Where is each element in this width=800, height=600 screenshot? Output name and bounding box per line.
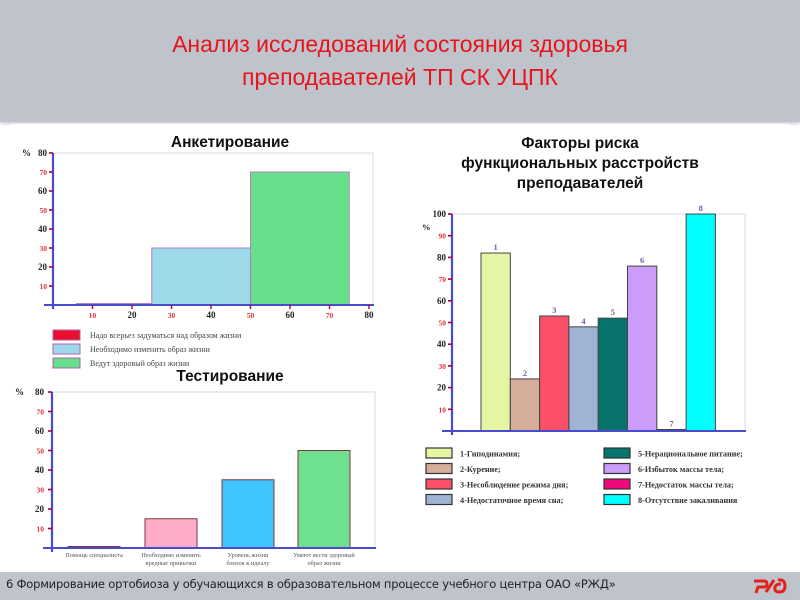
svg-text:3-Несоблюдение режима дня;: 3-Несоблюдение режима дня;: [460, 481, 569, 490]
svg-text:20: 20: [38, 262, 48, 272]
risk-legend: 1-Гиподинамия; 2-Курение; 3-Несоблюдение р…: [425, 447, 743, 506]
svg-text:70: 70: [326, 311, 334, 320]
svg-text:60: 60: [38, 186, 48, 196]
svg-text:60: 60: [286, 310, 296, 320]
svg-text:100: 100: [433, 209, 447, 219]
svg-text:%: %: [15, 387, 24, 397]
svg-text:50: 50: [40, 206, 48, 215]
svg-text:4-Недостаточное время сна;: 4-Недостаточное время сна;: [460, 496, 564, 505]
testing-chart-title: Тестирование: [176, 368, 284, 385]
svg-text:70: 70: [37, 408, 45, 417]
survey-plot: 10 20 30 40 50 60 70 80 10 20 30 40 50 60 70 80%: [22, 148, 374, 320]
testing-plot: Помощь специалиста Необходимо изменитьвре…: [15, 387, 376, 567]
svg-text:10: 10: [89, 311, 97, 320]
svg-text:50: 50: [439, 319, 447, 328]
svg-text:вредные привычки: вредные привычки: [146, 560, 197, 567]
svg-text:Надо всерьез задуматься над об: Надо всерьез задуматься над образом жизн…: [90, 331, 242, 340]
svg-text:1-Гиподинамия;: 1-Гиподинамия;: [460, 450, 520, 459]
survey-legend: Надо всерьез задуматься над образом жизн…: [52, 329, 242, 369]
risk-bar-6: [627, 265, 658, 432]
svg-text:Помощь специалиста: Помощь специалиста: [65, 552, 123, 559]
svg-text:5: 5: [611, 307, 615, 317]
svg-text:6: 6: [640, 255, 644, 265]
svg-text:Умеют вести здоровый: Умеют вести здоровый: [293, 552, 355, 559]
svg-text:40: 40: [207, 310, 217, 320]
svg-text:20: 20: [35, 504, 45, 514]
testing-bar-2: [144, 518, 198, 549]
svg-text:5-Нерациональное питание;: 5-Нерациональное питание;: [638, 450, 743, 459]
risk-bar-2: [509, 378, 541, 432]
risk-title-line3: преподавателей: [516, 175, 644, 192]
testing-bar-4: [297, 450, 351, 549]
survey-bar-3: [250, 171, 350, 306]
risk-bar-8: [685, 213, 716, 432]
risk-bar-5: [597, 317, 629, 432]
svg-text:60: 60: [35, 426, 45, 436]
svg-text:образ жизни: образ жизни: [307, 560, 341, 567]
slide-title: Анализ исследований состояния здоровья п…: [0, 28, 800, 94]
slide-header: Анализ исследований состояния здоровья п…: [0, 0, 800, 122]
testing-bar-3: [221, 479, 275, 549]
svg-text:80: 80: [38, 148, 48, 158]
svg-text:70: 70: [439, 275, 447, 284]
svg-text:50: 50: [37, 447, 45, 456]
slide-title-line2: преподавателей ТП СК УЦПК: [242, 64, 558, 90]
svg-text:%: %: [422, 222, 431, 232]
svg-text:30: 30: [439, 362, 447, 371]
svg-text:Ведут здоровый образ жизни: Ведут здоровый образ жизни: [90, 359, 190, 368]
survey-chart-title: Анкетирование: [170, 134, 290, 151]
svg-text:8: 8: [699, 203, 703, 213]
svg-text:близок к идеалу: близок к идеалу: [226, 560, 270, 567]
svg-text:Необходимо изменить образ жиз: Необходимо изменить образ жизни: [90, 345, 211, 354]
survey-bar-2: [151, 247, 251, 306]
risk-bar-3: [539, 315, 570, 432]
svg-text:10: 10: [439, 405, 447, 414]
svg-text:30: 30: [168, 311, 176, 320]
slide-title-line1: Анализ исследований состояния здоровья: [172, 31, 628, 57]
slide-footer: 6 Формирование ортобиоза у обучающихся в…: [0, 572, 800, 600]
footer-caption: 6 Формирование ортобиоза у обучающихся в…: [6, 577, 616, 591]
svg-text:10: 10: [40, 282, 48, 291]
risk-bar-1: [480, 252, 511, 432]
svg-text:40: 40: [437, 339, 447, 349]
svg-text:40: 40: [35, 465, 45, 475]
risk-plot: 1 2 3 4 5 6 7 8 10 20 30 40 50 60 70 80 90 100%: [422, 203, 746, 435]
svg-text:90: 90: [439, 232, 447, 241]
svg-text:80: 80: [437, 252, 447, 262]
svg-text:7-Недостаток массы тела;: 7-Недостаток массы тела;: [638, 481, 734, 490]
risk-title-line2: функциональных расстройств: [461, 155, 699, 172]
svg-text:Уровень жизни: Уровень жизни: [228, 552, 269, 559]
svg-text:Необходимо изменить: Необходимо изменить: [141, 552, 201, 559]
svg-text:30: 30: [40, 244, 48, 253]
svg-text:70: 70: [40, 168, 48, 177]
svg-text:20: 20: [437, 383, 447, 393]
svg-text:2: 2: [523, 368, 527, 378]
svg-text:60: 60: [437, 296, 447, 306]
svg-text:80: 80: [365, 310, 375, 320]
rzd-logo-icon: [754, 578, 787, 594]
svg-text:1: 1: [494, 242, 498, 252]
svg-text:7: 7: [669, 419, 674, 429]
svg-text:80: 80: [35, 387, 45, 397]
svg-text:4: 4: [581, 316, 586, 326]
risk-title-line1: Факторы риска: [521, 135, 639, 152]
svg-text:8-Отсутствие закаливания: 8-Отсутствие закаливания: [638, 496, 738, 505]
svg-text:%: %: [22, 148, 31, 158]
svg-text:20: 20: [128, 310, 138, 320]
svg-text:40: 40: [38, 224, 48, 234]
svg-text:50: 50: [247, 311, 255, 320]
risk-bar-4: [568, 326, 599, 432]
svg-text:30: 30: [37, 486, 45, 495]
svg-text:10: 10: [37, 525, 45, 534]
svg-text:3: 3: [552, 305, 556, 315]
risk-chart-title: Факторы риска функциональных расстройств…: [410, 134, 750, 194]
svg-text:6-Избыток массы тела;: 6-Избыток массы тела;: [638, 465, 724, 474]
svg-text:2-Курение;: 2-Курение;: [460, 465, 501, 474]
